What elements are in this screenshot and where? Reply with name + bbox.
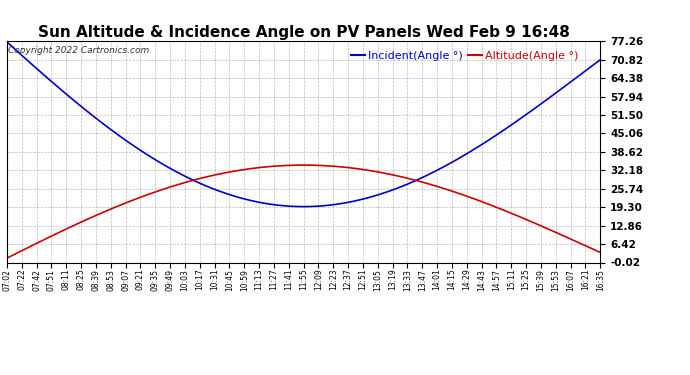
Title: Sun Altitude & Incidence Angle on PV Panels Wed Feb 9 16:48: Sun Altitude & Incidence Angle on PV Pan… — [38, 25, 569, 40]
Legend: Incident(Angle °), Altitude(Angle °): Incident(Angle °), Altitude(Angle °) — [347, 47, 583, 66]
Text: Copyright 2022 Cartronics.com: Copyright 2022 Cartronics.com — [8, 46, 149, 55]
